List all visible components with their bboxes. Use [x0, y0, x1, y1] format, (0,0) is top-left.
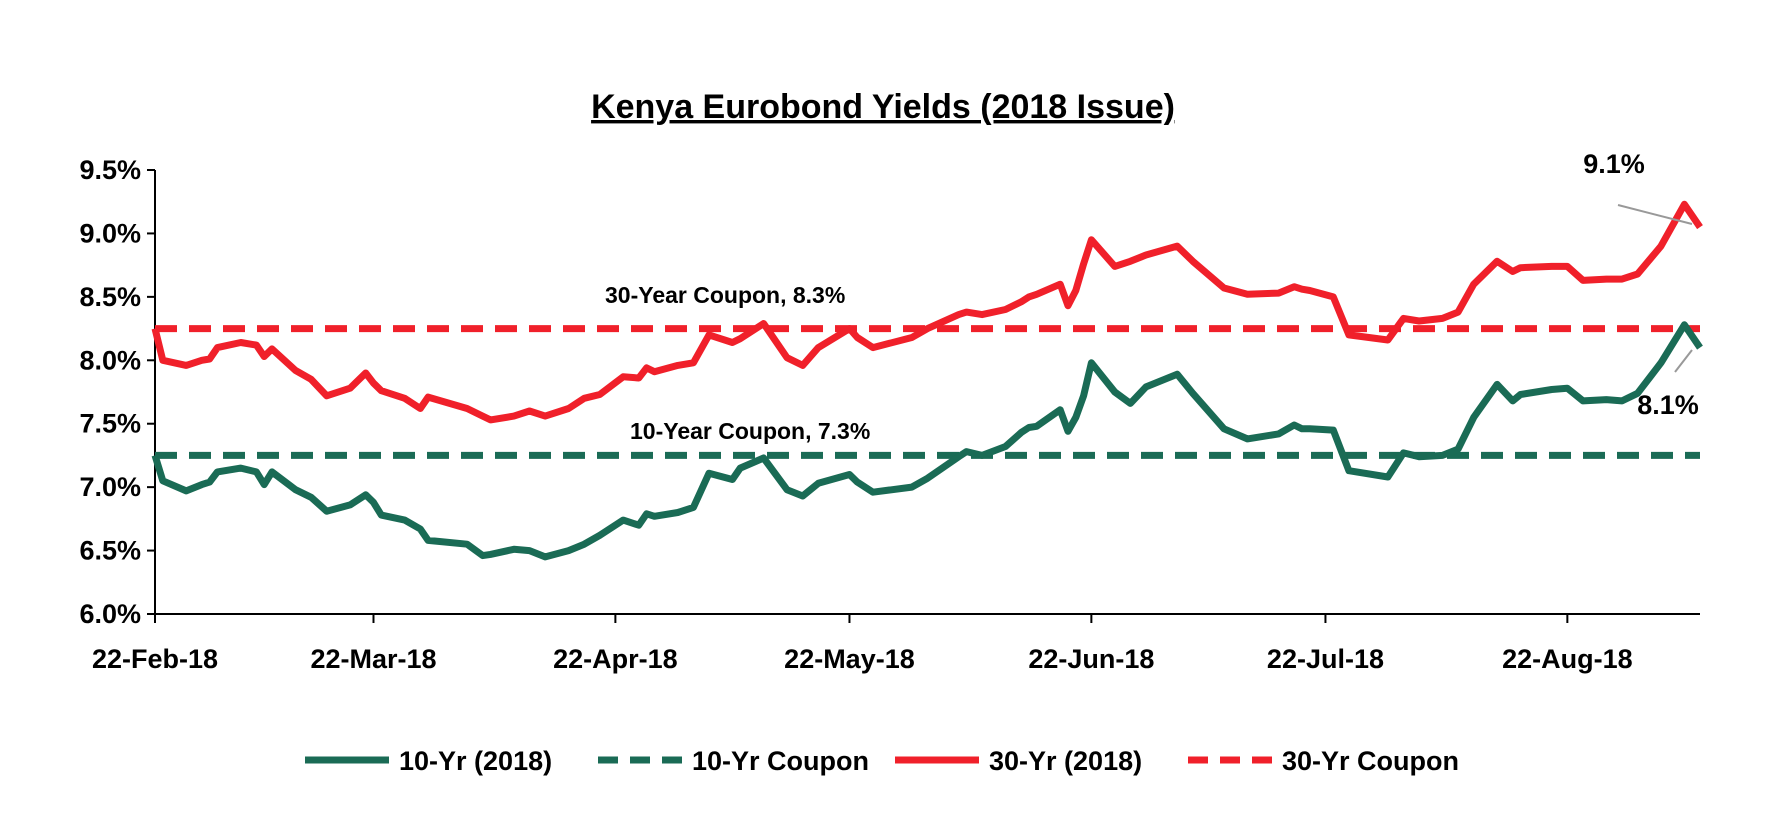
x-tick-label: 22-Aug-18	[1502, 644, 1633, 674]
x-tick-label: 22-Mar-18	[310, 644, 436, 674]
y-tick-label: 9.5%	[79, 155, 141, 185]
y-axis-ticks: 9.5% 9.0% 8.5% 8.0% 7.5% 7.0% 6.5% 6.0%	[79, 155, 155, 629]
y-tick-label: 7.0%	[79, 472, 141, 502]
y-tick-label: 8.5%	[79, 282, 141, 312]
y-tick-label: 6.0%	[79, 599, 141, 629]
y-tick-label: 9.0%	[79, 218, 141, 248]
end-label-30-leader	[1617, 204, 1693, 225]
legend-label: 10-Yr Coupon	[692, 746, 869, 776]
legend: 10-Yr (2018) 10-Yr Coupon 30-Yr (2018) 30-Y…	[305, 746, 1459, 776]
y-tick-label: 7.5%	[79, 409, 141, 439]
x-tick-label: 22-May-18	[784, 644, 915, 674]
chart-title: Kenya Eurobond Yields (2018 Issue)	[591, 88, 1175, 126]
end-label-10-yr: 8.1%	[1637, 390, 1699, 420]
legend-label: 10-Yr (2018)	[399, 746, 552, 776]
y-tick-label: 6.5%	[79, 536, 141, 566]
legend-label: 30-Yr (2018)	[989, 746, 1142, 776]
end-label-30-yr: 9.1%	[1583, 149, 1645, 179]
x-tick-label: 22-Apr-18	[553, 644, 678, 674]
10-yr-2018-series-line	[151, 321, 1703, 561]
30-yr-2018-series-line	[151, 200, 1703, 424]
legend-label: 30-Yr Coupon	[1282, 746, 1459, 776]
ten-year-coupon-annotation: 10-Year Coupon, 7.3%	[630, 418, 870, 444]
x-tick-label: 22-Jun-18	[1028, 644, 1154, 674]
x-axis-ticks: 22-Feb-18 22-Mar-18 22-Apr-18 22-May-18 22-J…	[92, 614, 1633, 674]
end-label-10-leader	[1674, 349, 1693, 373]
x-tick-label: 22-Jul-18	[1267, 644, 1384, 674]
series-layer	[151, 200, 1703, 561]
y-tick-label: 8.0%	[79, 345, 141, 375]
thirty-year-coupon-annotation: 30-Year Coupon, 8.3%	[605, 282, 845, 308]
x-tick-label: 22-Feb-18	[92, 644, 218, 674]
